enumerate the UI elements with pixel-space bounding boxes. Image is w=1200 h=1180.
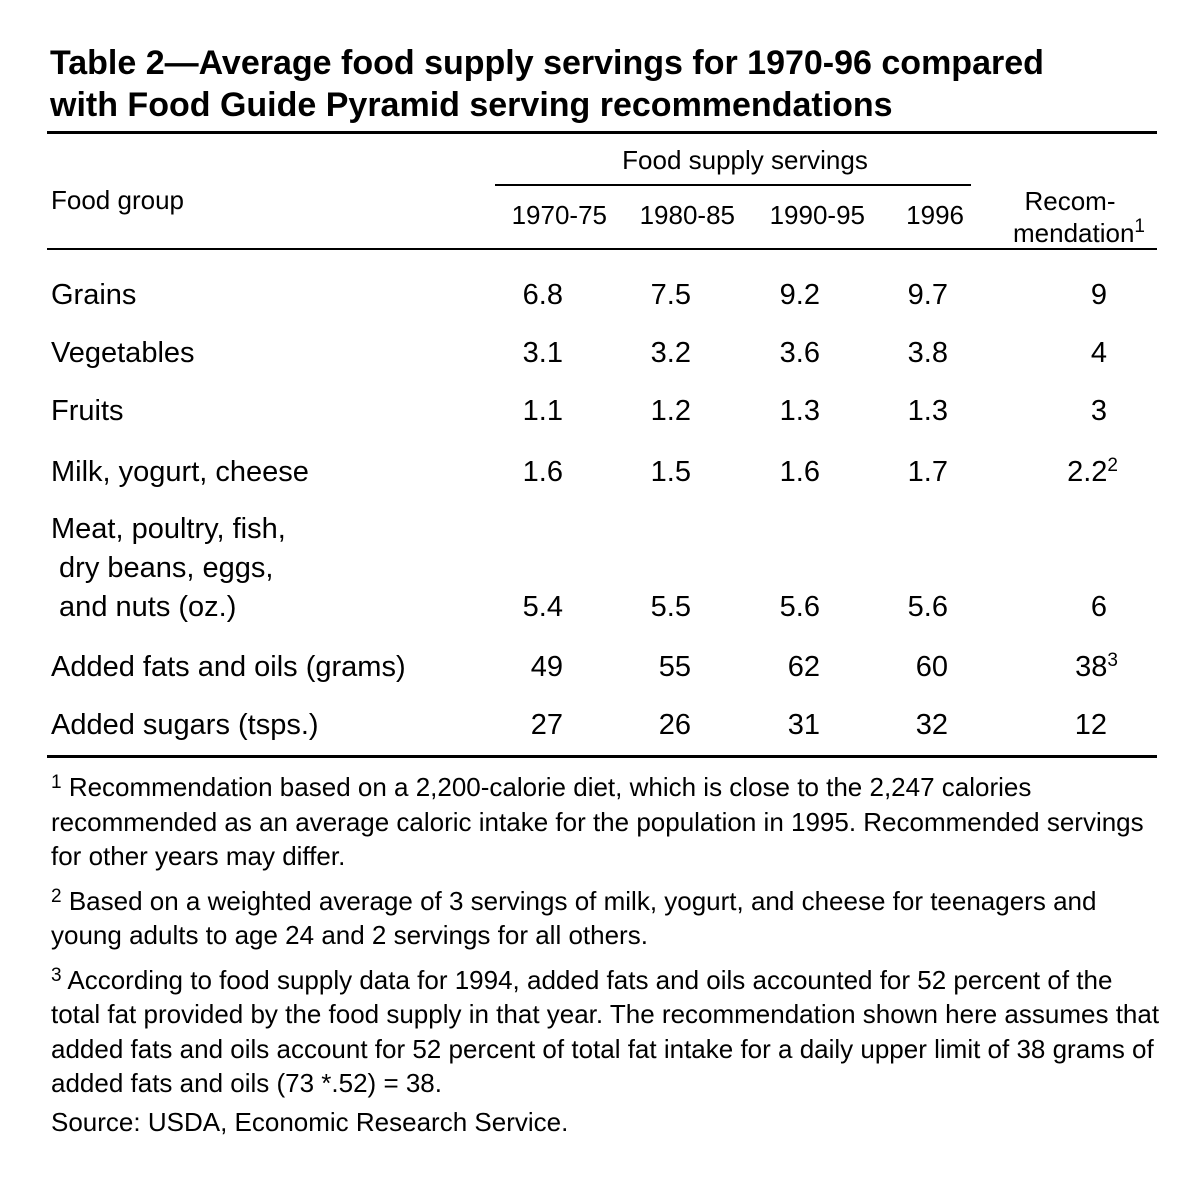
- header-period-1980-85: 1980-85: [639, 200, 735, 230]
- recommendation-value: 38: [1075, 651, 1108, 683]
- header-rec-line2: mendation: [1013, 218, 1135, 248]
- header-period-1990-95: 1990-95: [769, 200, 865, 230]
- recommendation-value: 2.2: [1067, 456, 1108, 488]
- recommendation-cell: 4: [967, 334, 1107, 373]
- value-cell: 49: [530, 651, 563, 683]
- footnote-text: According to food supply data for 1994, …: [51, 964, 1160, 1099]
- row-label: dry beans, eggs,: [51, 552, 274, 584]
- recommendation-value: 3: [1090, 395, 1107, 427]
- footnote-mark: 2: [51, 885, 62, 907]
- value-cell: 1.2: [650, 395, 691, 427]
- supply-group-rule: [495, 184, 971, 186]
- footnote-mark: 3: [51, 964, 62, 986]
- value-cell: 1.1: [522, 395, 563, 427]
- header-rule: [47, 248, 1157, 250]
- header-period-1970-75: 1970-75: [511, 200, 607, 230]
- source-line: Source: USDA, Economic Research Service.: [51, 1106, 569, 1137]
- header-food-group: Food group: [51, 185, 184, 215]
- recommendation-cell: 12: [967, 706, 1107, 745]
- footnote: 2 Based on a weighted average of 3 servi…: [51, 884, 1161, 953]
- value-cell: 62: [787, 651, 820, 683]
- recommendation-cell: 6: [967, 588, 1107, 627]
- value-cell: 3.8: [907, 337, 948, 369]
- row-label: and nuts (oz.): [51, 591, 237, 623]
- value-cell: 3.1: [522, 337, 563, 369]
- row-label: Grains: [51, 279, 137, 311]
- title-line: Table 2—Average food supply servings for…: [50, 44, 1044, 82]
- value-cell: 1.5: [650, 456, 691, 488]
- value-cell: 1.6: [779, 456, 820, 488]
- value-cell: 1.3: [779, 395, 820, 427]
- footnote-ref: 2: [1107, 455, 1118, 476]
- recommendation-cell: 3: [967, 392, 1107, 431]
- footnote: 1 Recommendation based on a 2,200-calori…: [51, 770, 1161, 874]
- row-label: Added sugars (tsps.): [51, 709, 319, 741]
- recommendation-value: 4: [1090, 337, 1107, 369]
- value-cell: 3.6: [779, 337, 820, 369]
- value-cell: 55: [658, 651, 691, 683]
- footnote-text: Recommendation based on a 2,200-calorie …: [51, 772, 1144, 871]
- value-cell: 1.6: [522, 456, 563, 488]
- value-cell: 1.3: [907, 395, 948, 427]
- recommendation-cell: 383: [978, 648, 1118, 687]
- row-label: Fruits: [51, 395, 124, 427]
- footnotes: 1 Recommendation based on a 2,200-calori…: [51, 770, 1161, 1139]
- value-cell: 6.8: [522, 279, 563, 311]
- footnote-ref: 1: [1134, 216, 1145, 237]
- value-cell: 5.6: [779, 591, 820, 623]
- value-cell: 31: [787, 709, 820, 741]
- value-cell: 9.2: [779, 279, 820, 311]
- footnote-ref: 3: [1107, 650, 1118, 671]
- value-cell: 9.7: [907, 279, 948, 311]
- recommendation-cell: 2.22: [978, 453, 1118, 492]
- recommendation-value: 9: [1090, 279, 1107, 311]
- row-label: Vegetables: [51, 337, 195, 369]
- value-cell: 5.4: [522, 591, 563, 623]
- footnote-mark: 1: [51, 772, 62, 793]
- footnote: 3 According to food supply data for 1994…: [51, 963, 1161, 1101]
- header-recommendation: Recom- mendation1: [985, 185, 1145, 249]
- recommendation-value: 12: [1074, 709, 1107, 741]
- bottom-rule: [47, 755, 1157, 758]
- recommendation-value: 6: [1090, 591, 1107, 623]
- value-cell: 1.7: [907, 456, 948, 488]
- value-cell: 32: [915, 709, 948, 741]
- value-cell: 7.5: [650, 279, 691, 311]
- recommendation-cell: 9: [967, 276, 1107, 315]
- row-label: Added fats and oils (grams): [51, 651, 406, 683]
- value-cell: 5.6: [907, 591, 948, 623]
- value-cell: 5.5: [650, 591, 691, 623]
- value-cell: 3.2: [650, 337, 691, 369]
- footnote-text: Based on a weighted average of 3 serving…: [51, 885, 1097, 951]
- top-rule: [47, 131, 1157, 134]
- header-supply-group: Food supply servings: [622, 145, 868, 175]
- title-line: with Food Guide Pyramid serving recommen…: [50, 86, 893, 124]
- header-period-1996: 1996: [906, 200, 964, 230]
- table-title: Table 2—Average food supply servings for…: [50, 42, 1160, 126]
- value-cell: 60: [915, 651, 948, 683]
- row-label: Milk, yogurt, cheese: [51, 456, 309, 488]
- row-label: Meat, poultry, fish,: [51, 513, 286, 545]
- header-rec-line1: Recom-: [1024, 186, 1116, 216]
- value-cell: 27: [530, 709, 563, 741]
- value-cell: 26: [658, 709, 691, 741]
